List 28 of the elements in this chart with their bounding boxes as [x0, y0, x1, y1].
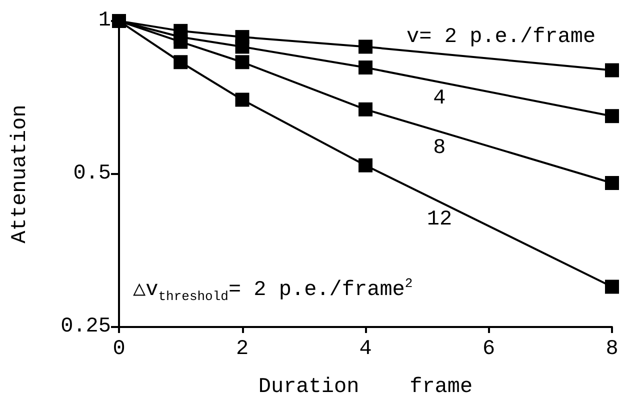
x-tick-label: 0: [112, 338, 126, 361]
x-tick-label: 8: [606, 338, 618, 361]
annotation: △v$_{threshold}$= 2 p.e./frame$^{2}$: [133, 276, 413, 304]
point: [235, 30, 250, 44]
y-tick-label: 1: [98, 10, 111, 32]
series-label: 12: [426, 208, 452, 232]
series-label: v= 2 p.e./frame: [406, 26, 596, 50]
y-tick-label: 0.25: [60, 316, 111, 338]
point: [605, 176, 619, 190]
point: [605, 109, 619, 124]
x-tick-label: 6: [482, 338, 496, 361]
point: [605, 280, 619, 294]
point: [358, 60, 372, 75]
y-axis-title: Attenuation: [9, 104, 32, 244]
point: [174, 55, 188, 70]
point: [235, 92, 250, 107]
point: [358, 158, 372, 172]
series-label: 8: [433, 136, 446, 160]
point: [235, 55, 250, 70]
point: [174, 24, 188, 38]
point: [605, 63, 619, 78]
y-tick-label: 0.5: [73, 162, 111, 186]
series-label: 4: [433, 88, 446, 111]
point: [358, 102, 372, 116]
x-tick-label: 4: [359, 338, 372, 361]
x-tick-label: 2: [236, 338, 249, 361]
x-axis-title: Duration frame: [258, 376, 473, 399]
point: [358, 40, 372, 54]
